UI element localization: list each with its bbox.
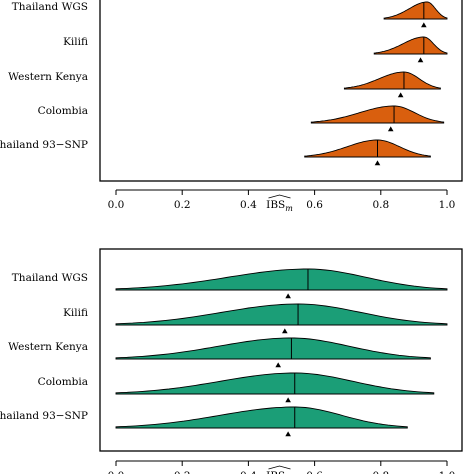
bottom-mean-marker-colombia bbox=[285, 397, 291, 403]
top-mean-marker-thailand-93-snp bbox=[374, 160, 381, 166]
bottom-x-tick-label: 0.2 bbox=[174, 470, 191, 474]
bottom-category-label-western-kenya: Western Kenya bbox=[8, 341, 88, 353]
bottom-x-tick-label: 0.4 bbox=[240, 470, 257, 474]
top-category-labels: Thailand WGS Kilifi Western Kenya Colombia T… bbox=[0, 1, 88, 151]
bottom-ridge-colombia bbox=[115, 372, 435, 395]
top-mean-marker-colombia bbox=[387, 126, 394, 132]
bottom-x-tick-label: 0.0 bbox=[108, 470, 125, 474]
top-x-tick-label: 0.2 bbox=[174, 199, 191, 211]
bottom-ridge-thailand-wgs bbox=[115, 268, 448, 291]
top-mean-marker-kilifi bbox=[417, 57, 424, 63]
top-ridge-colombia bbox=[310, 105, 445, 124]
bottom-mean-marker-thailand-wgs bbox=[285, 293, 291, 299]
bottom-x-tick-label: 0.6 bbox=[306, 470, 323, 474]
top-category-label-western-kenya: Western Kenya bbox=[8, 71, 88, 83]
bottom-mean-marker-western-kenya bbox=[275, 362, 281, 368]
top-category-label-kilifi: Kilifi bbox=[63, 36, 88, 48]
top-x-axis: 0.0 0.2 0.4 0.6 0.8 1.0 IBSm bbox=[108, 189, 456, 213]
bottom-category-label-thailand-93-snp: Thailand 93−SNP bbox=[0, 410, 88, 422]
panel-bottom: Thailand WGS Kilifi Western Kenya Colombia T… bbox=[0, 248, 463, 474]
top-x-axis-label-hat bbox=[268, 194, 291, 199]
bottom-ridge-kilifi bbox=[115, 303, 448, 326]
bottom-x-axis-label: IBSm bbox=[266, 470, 293, 474]
bottom-mean-marker-kilifi bbox=[282, 328, 288, 334]
bottom-mean-marker-thailand-93-snp bbox=[285, 431, 291, 437]
bottom-x-tick-label: 1.0 bbox=[439, 470, 456, 474]
top-ridge-thailand-93-snp bbox=[304, 139, 431, 158]
top-x-tick-label: 0.0 bbox=[108, 199, 125, 211]
bottom-ridges bbox=[115, 268, 448, 437]
bottom-x-tick-label: 0.8 bbox=[372, 470, 389, 474]
top-x-tick-label: 0.6 bbox=[306, 199, 323, 211]
bottom-category-label-colombia: Colombia bbox=[38, 376, 88, 388]
top-x-tick-label: 0.8 bbox=[372, 199, 389, 211]
top-ridge-western-kenya bbox=[343, 71, 441, 90]
top-category-label-thailand-93-snp: Thailand 93−SNP bbox=[0, 139, 88, 151]
bottom-category-labels: Thailand WGS Kilifi Western Kenya Colombia T… bbox=[0, 272, 88, 422]
bottom-category-label-kilifi: Kilifi bbox=[63, 307, 88, 319]
bottom-category-label-thailand-wgs: Thailand WGS bbox=[12, 272, 88, 284]
top-category-label-thailand-wgs: Thailand WGS bbox=[12, 1, 88, 13]
top-mean-marker-thailand-wgs bbox=[421, 22, 427, 28]
bottom-x-axis: 0.0 0.2 0.4 0.6 0.8 1.0 IBSm bbox=[108, 460, 456, 474]
top-x-axis-label: IBSm bbox=[266, 199, 293, 213]
top-mean-marker-western-kenya bbox=[397, 92, 404, 98]
bottom-ridge-western-kenya bbox=[115, 337, 431, 360]
top-x-tick-label: 0.4 bbox=[240, 199, 257, 211]
top-category-label-colombia: Colombia bbox=[38, 105, 88, 117]
top-ridge-kilifi bbox=[373, 36, 448, 55]
bottom-ridge-thailand-93-snp bbox=[115, 406, 408, 429]
panel-bottom-box bbox=[99, 248, 463, 452]
bottom-x-axis-label-hat bbox=[268, 465, 291, 470]
top-x-tick-label: 1.0 bbox=[439, 199, 456, 211]
panel-top-box bbox=[99, 0, 463, 182]
panel-top: Thailand WGS Kilifi Western Kenya Colombia T… bbox=[0, 0, 463, 213]
top-ridge-thailand-wgs bbox=[383, 1, 448, 20]
top-ridges bbox=[304, 1, 448, 166]
